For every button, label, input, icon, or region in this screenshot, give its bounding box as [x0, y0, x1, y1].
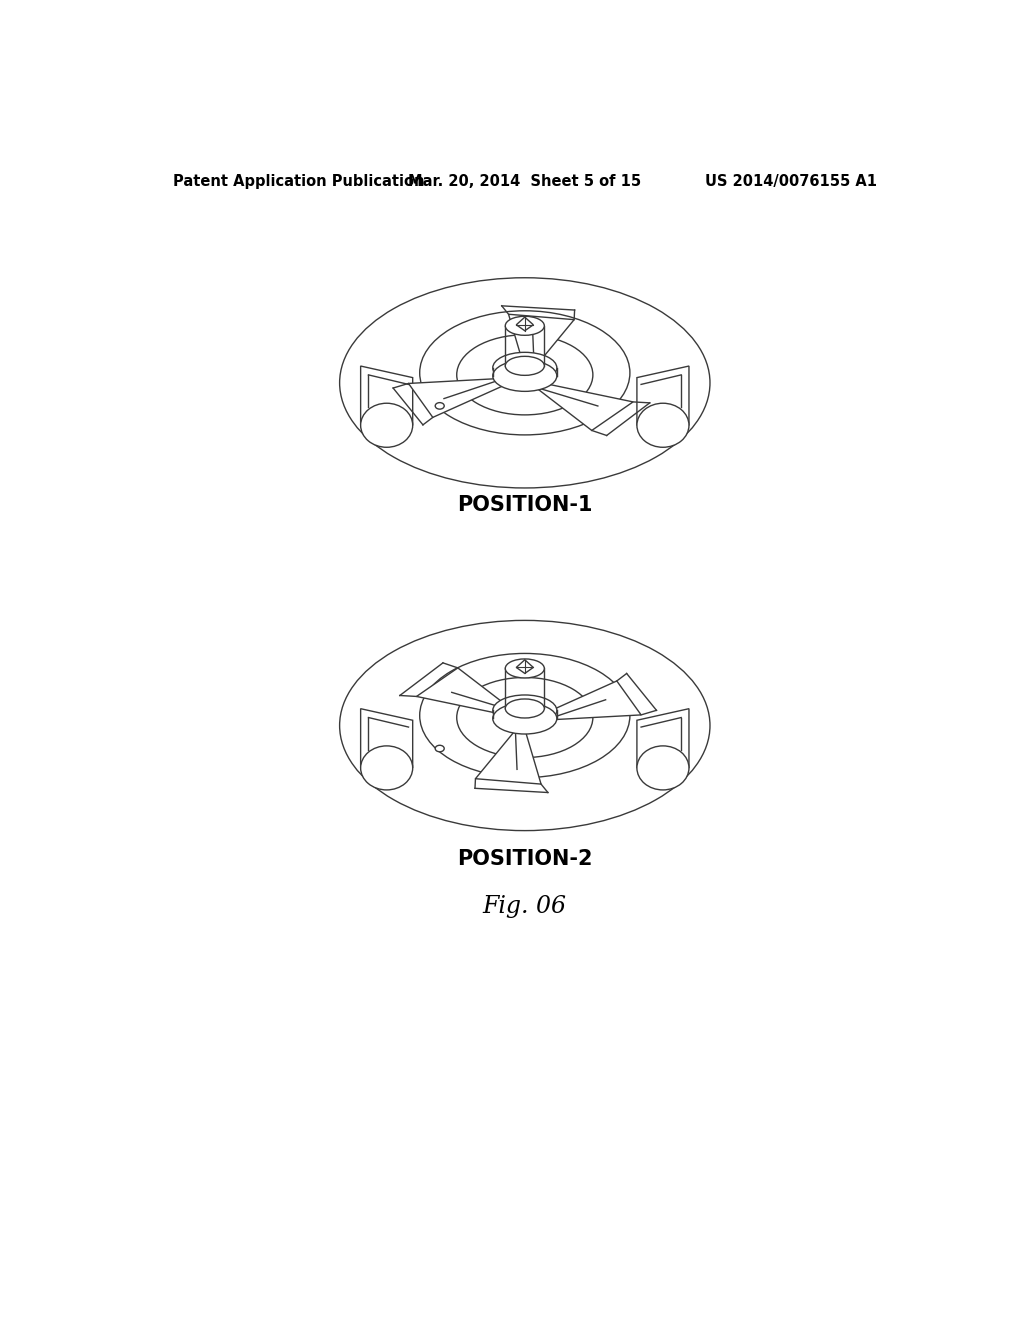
Text: POSITION-2: POSITION-2: [457, 849, 593, 869]
Polygon shape: [516, 317, 534, 331]
Polygon shape: [637, 709, 689, 768]
Ellipse shape: [457, 335, 593, 414]
Ellipse shape: [637, 746, 689, 789]
Ellipse shape: [505, 356, 545, 375]
Ellipse shape: [420, 310, 630, 434]
Text: Patent Application Publication: Patent Application Publication: [173, 174, 424, 189]
Polygon shape: [475, 730, 541, 784]
Ellipse shape: [340, 620, 710, 830]
Text: Fig. 06: Fig. 06: [482, 895, 567, 919]
Polygon shape: [542, 681, 641, 721]
Polygon shape: [637, 366, 689, 425]
Ellipse shape: [340, 277, 710, 488]
Text: POSITION-1: POSITION-1: [457, 495, 593, 515]
Polygon shape: [516, 660, 534, 673]
Polygon shape: [409, 379, 508, 417]
Ellipse shape: [505, 659, 545, 678]
Ellipse shape: [637, 403, 689, 447]
Text: US 2014/0076155 A1: US 2014/0076155 A1: [706, 174, 878, 189]
Polygon shape: [536, 383, 633, 430]
Ellipse shape: [435, 746, 444, 752]
Ellipse shape: [505, 700, 545, 718]
Ellipse shape: [493, 352, 557, 383]
Ellipse shape: [457, 677, 593, 758]
Text: Mar. 20, 2014  Sheet 5 of 15: Mar. 20, 2014 Sheet 5 of 15: [409, 174, 641, 189]
Ellipse shape: [360, 746, 413, 789]
Polygon shape: [360, 366, 413, 425]
Ellipse shape: [493, 694, 557, 726]
Polygon shape: [417, 668, 514, 715]
Ellipse shape: [493, 704, 557, 734]
Ellipse shape: [360, 403, 413, 447]
Ellipse shape: [435, 403, 444, 409]
Polygon shape: [509, 314, 574, 368]
Ellipse shape: [420, 653, 630, 777]
Polygon shape: [360, 709, 413, 768]
Ellipse shape: [505, 317, 545, 335]
Ellipse shape: [493, 360, 557, 391]
